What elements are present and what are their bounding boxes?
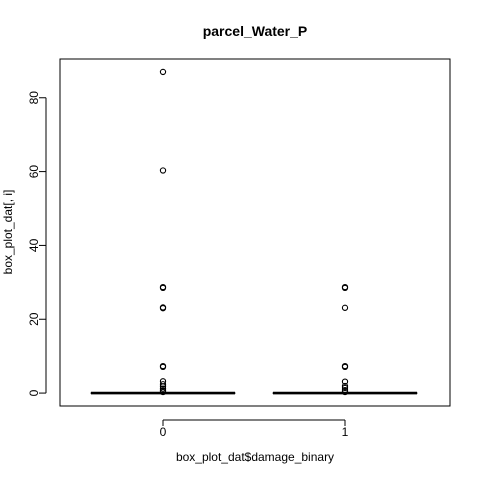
outlier-point [341,388,349,396]
outlier-point [159,385,167,392]
outlier-point [159,68,167,76]
outlier-point [159,388,167,396]
outlier-point [341,382,349,390]
plot-frame [59,58,451,407]
y-tick-label: 20 [27,312,41,326]
outlier-point [159,284,167,292]
outlier-point [159,363,167,371]
y-tick-label: 40 [27,238,41,252]
outlier-point [341,384,349,392]
box-group [90,68,236,396]
outlier-point [159,381,167,388]
y-tick-label: 80 [27,91,41,105]
outlier-point [341,304,349,311]
x-tick-label: 0 [160,425,167,439]
outlier-point [159,305,167,312]
box-plot-marks [90,68,418,396]
outlier-point [341,363,349,371]
x-axis-label: box_plot_dat$damage_binary [176,450,334,464]
outlier-point [341,386,349,394]
outlier-point [159,167,167,174]
outlier-point [341,378,349,385]
y-tick-label: 0 [27,389,41,396]
outlier-point [341,284,349,292]
y-tick-label: 60 [27,165,41,179]
y-axis-label: box_plot_dat[, i] [1,190,15,275]
chart-title: parcel_Water_P [203,23,308,39]
y-axis: 0 20 40 60 80 [27,91,47,396]
box-group [272,283,418,396]
x-tick-label: 1 [342,425,349,439]
